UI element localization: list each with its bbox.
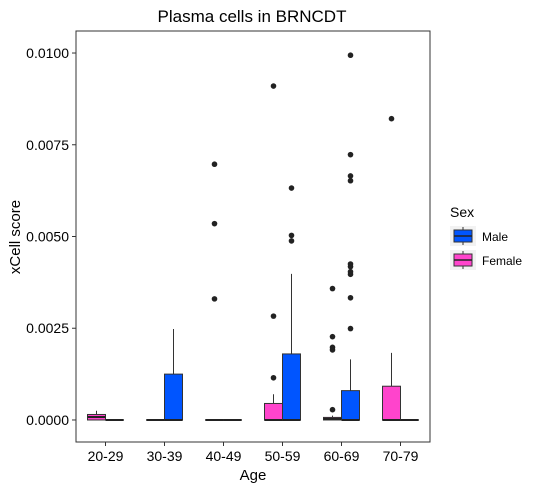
outlier-point [347,271,354,278]
outlier-point [347,151,354,158]
legend-entry-female: Female [450,250,522,270]
y-tick-label: 0.0100 [26,45,69,61]
y-tick-label: 0.0075 [26,137,69,153]
box-female-70-79 [382,115,401,421]
outlier-point [388,115,395,122]
x-tick-label: 30-39 [147,448,183,464]
outlier-point [347,177,354,184]
legend-entry-male: Male [450,226,508,246]
x-tick-label: 20-29 [88,448,124,464]
legend-title: Sex [450,204,474,220]
box-body [382,385,401,421]
outlier-point [211,220,218,227]
outlier-point [270,374,277,381]
legend-label: Female [482,254,522,268]
box-male-30-39 [164,328,183,421]
outlier-point [288,232,295,239]
outlier-point [347,52,354,59]
outlier-point [347,294,354,301]
x-tick-label: 70-79 [383,448,419,464]
box-female-20-29 [87,410,106,421]
outlier-point [211,161,218,168]
box-female-40-49 [205,161,224,421]
outlier-point [329,285,336,292]
x-axis-label: Age [240,467,267,484]
legend: Sex Male Female [450,204,522,270]
box-body [341,390,360,421]
outlier-point [270,83,277,89]
box-body [164,373,183,421]
outlier-point [329,347,336,353]
y-axis-label: xCell score [7,200,24,274]
y-axis: 0.0000 0.0025 0.0050 0.0075 0.0100 [26,45,76,428]
legend-label: Male [482,230,508,244]
x-tick-label: 40-49 [206,448,242,464]
y-tick-label: 0.0050 [26,229,69,245]
box-female-60-69 [323,285,342,421]
x-tick-label: 60-69 [324,448,360,464]
chart-title: Plasma cells in BRNCDT [158,7,347,26]
box-male-50-59 [282,185,301,421]
outlier-point [329,406,336,413]
y-tick-label: 0.0000 [26,412,69,428]
outlier-point [288,238,295,244]
plot-panel [75,30,431,443]
outlier-point [347,325,354,332]
x-axis: 20-29 30-39 40-49 50-59 60-69 70-79 [88,442,419,464]
outlier-point [288,185,295,191]
box-body [264,402,283,421]
box-female-50-59 [264,83,283,421]
outlier-point [347,173,354,179]
outlier-point [329,333,336,340]
outlier-point [270,313,277,319]
outlier-point [211,296,218,302]
outlier-point [347,263,354,270]
boxes-layer [87,52,419,421]
box-body [282,353,301,421]
x-tick-label: 50-59 [265,448,301,464]
y-tick-label: 0.0025 [26,320,69,336]
box-male-60-69 [341,52,360,421]
